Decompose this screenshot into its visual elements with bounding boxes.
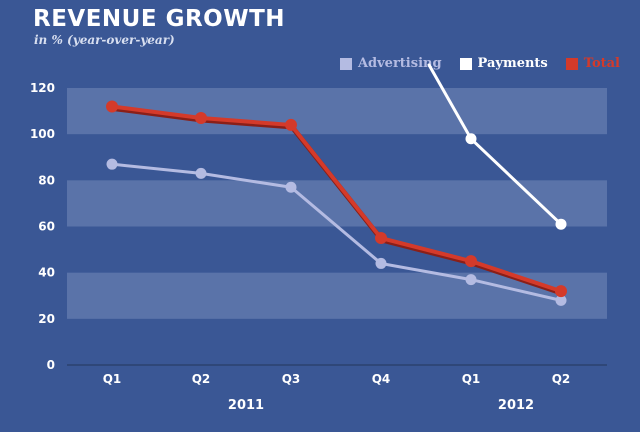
series-points	[106, 100, 567, 306]
legend-item-total: Total	[565, 56, 620, 71]
x-tick-label: Q3	[282, 372, 301, 386]
data-point-payments	[465, 133, 477, 145]
data-point-advertising	[375, 257, 387, 269]
legend-label-payments: Payments	[477, 56, 548, 71]
data-point-advertising	[285, 181, 297, 193]
grid-band	[67, 180, 607, 227]
y-tick-label: 60	[38, 220, 55, 234]
series-line-total	[110, 104, 563, 294]
legend-item-advertising: Advertising	[339, 56, 442, 71]
x-tick-label: Q1	[462, 372, 481, 386]
series-lines	[110, 63, 565, 302]
y-tick-label: 100	[30, 127, 55, 141]
x-tick-label: Q2	[552, 372, 571, 386]
x-tick-label: Q2	[192, 372, 211, 386]
x-tick-label: Q1	[103, 372, 122, 386]
data-point-total	[106, 100, 118, 113]
legend-label-total: Total	[583, 56, 620, 71]
data-point-total	[555, 285, 567, 298]
legend-swatch-advertising	[339, 57, 352, 70]
y-tick-label: 0	[47, 358, 55, 372]
legend-swatch-payments	[459, 57, 472, 70]
data-point-advertising	[195, 167, 207, 179]
data-point-total	[195, 112, 207, 125]
data-point-advertising	[106, 158, 118, 170]
series-line-advertising	[110, 162, 563, 302]
data-point-total	[375, 232, 387, 245]
y-tick-label: 80	[38, 173, 55, 187]
data-point-total	[285, 118, 297, 131]
data-point-advertising	[465, 274, 477, 286]
year-label: 2012	[498, 398, 534, 413]
legend-label-advertising: Advertising	[357, 56, 442, 71]
legend-item-payments: Payments	[459, 56, 548, 71]
y-tick-label: 120	[30, 81, 55, 95]
grid-bands	[67, 88, 607, 319]
chart-title: REVENUE GROWTH	[33, 6, 286, 32]
data-point-total	[465, 255, 477, 268]
x-tick-label: Q4	[372, 372, 391, 386]
chart-subtitle: in % (year-over-year)	[34, 33, 175, 47]
year-label: 2011	[228, 398, 264, 413]
data-point-advertising	[555, 294, 567, 306]
data-point-payments	[555, 218, 567, 230]
y-tick-label: 20	[38, 312, 55, 326]
legend-swatch-total	[565, 57, 578, 70]
tick-labels: 0 20 40 60 80 100 120 Q1 Q2 Q3 Q4 Q1 Q2 2011 2012	[30, 81, 570, 413]
y-tick-label: 40	[38, 266, 55, 280]
legend: Advertising Payments Total	[339, 56, 620, 71]
